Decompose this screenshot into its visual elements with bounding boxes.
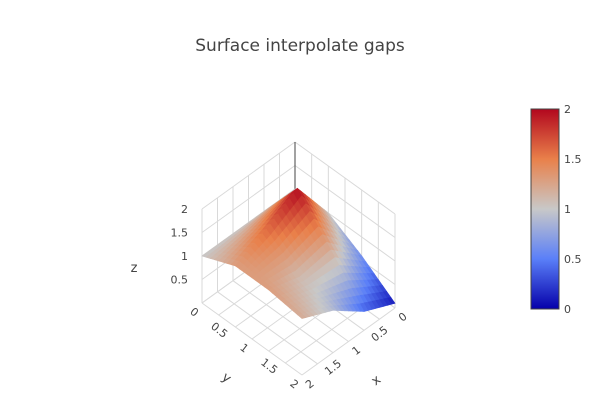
x-tick-label: 0 (396, 310, 410, 325)
colorbar-tick-label: 1 (564, 203, 571, 216)
y-tick-label: 0.5 (208, 320, 230, 341)
wall-gridline (294, 165, 396, 238)
colorbar-tick-label: 2 (564, 103, 571, 116)
scene-3d[interactable]: 0.5 1 1.5 2 z 0 0.5 1 1.5 2 y 0 0.5 1 1.5 2 x (131, 141, 410, 392)
z-tick-label: 0.5 (171, 274, 189, 287)
x-tick-label: 1.5 (322, 357, 344, 378)
z-tick-label: 1.5 (171, 227, 189, 240)
colorbar-gradient (530, 108, 560, 310)
floor-gridline (201, 302, 303, 376)
x-tick-label: 0.5 (369, 323, 391, 344)
x-axis-title: x (369, 372, 385, 389)
x-tick-label: 2 (303, 377, 317, 392)
x-tick-label: 1 (350, 343, 364, 358)
y-axis-title: y (219, 370, 235, 387)
colorbar-tick-label: 0 (564, 303, 571, 316)
y-tick-label: 1.5 (258, 356, 280, 377)
wall-gridline (294, 141, 396, 215)
chart-title: Surface interpolate gaps (195, 36, 405, 56)
y-tick-label: 1 (237, 341, 251, 356)
wall-gridline (201, 141, 296, 210)
surface-patch (297, 313, 307, 319)
colorbar-tick-label: 0.5 (564, 253, 582, 266)
wall-gridline (201, 165, 296, 233)
z-tick-label: 2 (181, 203, 188, 216)
colorbar: 0 0.5 1 1.5 2 (530, 103, 582, 316)
colorbar-tick-label: 1.5 (564, 153, 582, 166)
y-tick-label: 0 (187, 305, 201, 320)
y-tick-label: 2 (287, 377, 301, 392)
floor-gridline (301, 307, 396, 376)
z-axis-title: z (131, 261, 138, 276)
z-tick-label: 1 (181, 250, 188, 263)
